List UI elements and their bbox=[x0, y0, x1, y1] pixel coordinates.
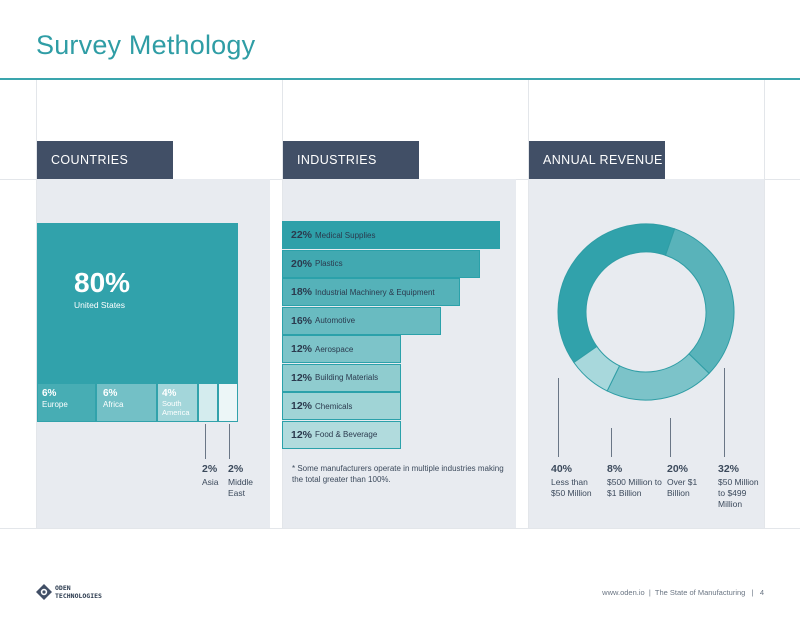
industry-label: Aerospace bbox=[315, 344, 354, 354]
industry-bar: 12% Aerospace bbox=[282, 335, 401, 363]
oden-logo bbox=[36, 584, 52, 605]
donut-slice bbox=[573, 345, 621, 392]
asia-label: 2% Asia bbox=[202, 464, 219, 488]
leader-line bbox=[724, 368, 725, 457]
treemap-cell-united-states: 80% United States bbox=[37, 223, 238, 383]
industry-bar: 22% Medical Supplies bbox=[282, 221, 500, 249]
industry-label: Chemicals bbox=[315, 401, 353, 411]
industry-pct: 12% bbox=[291, 428, 313, 441]
revenue-header: ANNUAL REVENUE bbox=[529, 141, 665, 179]
industry-label: Plastics bbox=[315, 259, 343, 268]
grid-line bbox=[36, 80, 37, 528]
revenue-desc: $50 Million to $499 Million bbox=[718, 477, 759, 509]
leader-line bbox=[611, 428, 612, 457]
treemap-cell-asia bbox=[198, 383, 218, 422]
grid-line bbox=[0, 528, 800, 529]
revenue-desc: Less than $50 Million bbox=[551, 477, 592, 498]
title-rule bbox=[0, 78, 800, 80]
revenue-pct: 40% bbox=[551, 463, 573, 475]
industry-bar: 20% Plastics bbox=[282, 249, 480, 278]
industry-bar: 12% Building Materials bbox=[282, 363, 401, 392]
logo-line: ODEN bbox=[55, 584, 71, 592]
industry-pct: 12% bbox=[291, 400, 313, 412]
country-label: United States bbox=[74, 300, 126, 310]
leader-line bbox=[670, 418, 671, 457]
oden-logo-icon bbox=[36, 584, 52, 600]
revenue-pct: 32% bbox=[718, 463, 740, 475]
industry-pct: 12% bbox=[291, 343, 313, 355]
middle-east-label: 2% Middle East bbox=[228, 464, 268, 499]
revenue-pct: 8% bbox=[607, 463, 623, 475]
industries-note: * Some manufacturers operate in multiple… bbox=[292, 464, 504, 484]
revenue-pct: 20% bbox=[667, 463, 689, 475]
country-label: Africa bbox=[103, 400, 124, 409]
countries-header: COUNTRIES bbox=[37, 141, 173, 179]
country-pct: 80% bbox=[74, 267, 131, 298]
country-pct: 4% bbox=[162, 388, 177, 399]
revenue-label: 20% Over $1 Billion bbox=[667, 464, 709, 499]
treemap-cell-middle-east bbox=[218, 383, 238, 422]
footer-report: The State of Manufacturing bbox=[654, 588, 746, 597]
country-label: Asia bbox=[202, 477, 219, 487]
leader-line bbox=[229, 424, 230, 459]
industry-label: Medical Supplies bbox=[315, 230, 376, 240]
industry-label: Food & Beverage bbox=[315, 430, 378, 439]
industry-pct: 20% bbox=[291, 257, 313, 270]
industry-bar: 16% Automotive bbox=[282, 306, 441, 335]
revenue-label: 32% $50 Million to $499 Million bbox=[718, 464, 766, 510]
grid-line bbox=[764, 80, 765, 528]
footer-separator: | bbox=[648, 588, 651, 597]
donut-slice bbox=[606, 353, 710, 401]
page-number: 4 bbox=[759, 588, 764, 597]
leader-line bbox=[558, 378, 559, 457]
industry-bar: 12% Food & Beverage bbox=[282, 420, 401, 449]
grid-line bbox=[528, 80, 529, 528]
logo-line: TECHNOLOGIES bbox=[55, 591, 102, 600]
leader-line bbox=[205, 424, 206, 459]
country-label: Europe bbox=[42, 400, 68, 409]
footer-site: www.oden.io bbox=[602, 588, 645, 597]
industry-label: Building Materials bbox=[315, 373, 379, 382]
footer-separator: | bbox=[751, 588, 754, 597]
oden-logo-text: ODEN TECHNOLOGIES bbox=[55, 584, 102, 600]
industries-header: INDUSTRIES bbox=[283, 141, 419, 179]
footer-info: www.oden.io | The State of Manufacturing… bbox=[602, 588, 764, 597]
revenue-desc: Over $1 Billion bbox=[667, 477, 698, 498]
revenue-desc: $500 Million to $1 Billion bbox=[607, 477, 662, 498]
donut-slice bbox=[664, 228, 735, 375]
revenue-label: 8% $500 Million to $1 Billion bbox=[607, 464, 662, 499]
industry-bar: 18% Industrial Machinery & Equipment bbox=[282, 278, 460, 306]
page-title: Survey Methology bbox=[36, 30, 256, 60]
country-label: South America bbox=[162, 399, 190, 417]
country-label: Middle East bbox=[228, 477, 254, 498]
donut-slice bbox=[557, 223, 676, 364]
industry-pct: 18% bbox=[291, 286, 313, 298]
revenue-donut-chart bbox=[557, 223, 735, 401]
treemap-cell-europe: 6% Europe bbox=[37, 383, 96, 422]
industry-label: Automotive bbox=[315, 316, 356, 325]
industry-label: Industrial Machinery & Equipment bbox=[315, 287, 435, 297]
country-pct: 2% bbox=[228, 463, 244, 475]
treemap-cell-south-america: 4% South America bbox=[157, 383, 198, 422]
treemap-cell-africa: 6% Africa bbox=[96, 383, 157, 422]
revenue-label: 40% Less than $50 Million bbox=[551, 464, 601, 499]
country-pct: 6% bbox=[42, 388, 57, 399]
industry-bar: 12% Chemicals bbox=[282, 392, 401, 420]
industry-pct: 16% bbox=[291, 314, 313, 327]
country-pct: 6% bbox=[103, 388, 118, 399]
industry-pct: 22% bbox=[291, 229, 313, 241]
country-pct: 2% bbox=[202, 463, 218, 475]
industry-pct: 12% bbox=[291, 371, 313, 384]
